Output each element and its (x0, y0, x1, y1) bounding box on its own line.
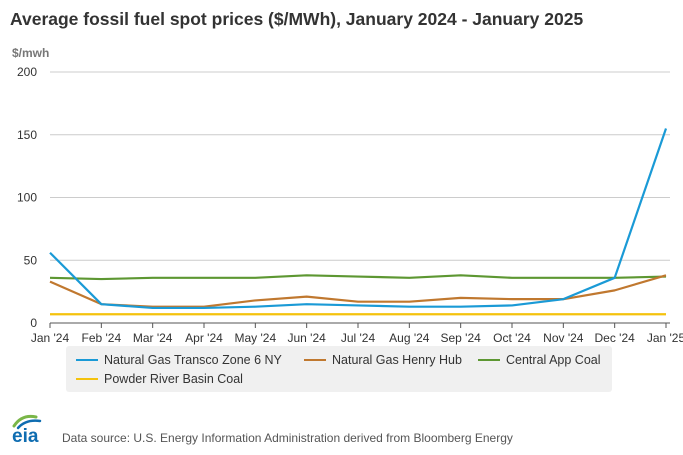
legend-swatch-central-app-coal (478, 359, 500, 361)
y-tick-label: 150 (17, 128, 37, 142)
legend-label-powder-river: Powder River Basin Coal (104, 372, 243, 386)
eia-logo-icon (12, 414, 42, 430)
axes: 0 50 100 150 200 Jan '24 Feb '24 Mar '24 Apr '24… (17, 65, 683, 345)
chart-title: Average fossil fuel spot prices ($/MWh),… (10, 9, 584, 29)
y-tick-label: 50 (24, 253, 38, 267)
x-tick-label: Jun '24 (288, 331, 327, 345)
x-tick-label: Oct '24 (493, 331, 531, 345)
series-line-central-app-coal (49, 274, 667, 281)
x-tick-label: May '24 (235, 331, 277, 345)
x-tick-label: Jul '24 (341, 331, 376, 345)
x-tick-label: Aug '24 (389, 331, 430, 345)
x-tick-label: Dec '24 (595, 331, 636, 345)
legend-swatch-powder-river (76, 378, 98, 380)
x-tick-label: Jan '25 (647, 331, 683, 345)
series-lines (49, 128, 668, 316)
legend-label-central-app-coal: Central App Coal (506, 353, 601, 367)
legend-item-central-app-coal: Central App Coal (478, 353, 601, 367)
x-tick-label: Apr '24 (185, 331, 223, 345)
y-axis-unit-label: $/mwh (12, 46, 50, 60)
legend-swatch-transco (76, 359, 98, 361)
y-tick-label: 0 (30, 316, 37, 330)
line-chart: 0 50 100 150 200 Jan '24 Feb '24 Mar '24 Apr '24… (17, 65, 683, 345)
legend-label-henry-hub: Natural Gas Henry Hub (332, 353, 462, 367)
legend-swatch-henry-hub (304, 359, 326, 361)
legend-label-transco: Natural Gas Transco Zone 6 NY (104, 353, 282, 367)
footer: eia Data source: U.S. Energy Information… (10, 412, 610, 452)
eia-logo-text: eia (12, 426, 39, 447)
x-tick-label: Nov '24 (543, 331, 584, 345)
data-source-note: Data source: U.S. Energy Information Adm… (62, 431, 513, 445)
gridlines (50, 71, 670, 324)
legend-item-powder-river: Powder River Basin Coal (76, 372, 243, 386)
x-tick-label: Sep '24 (441, 331, 482, 345)
y-tick-label: 100 (17, 191, 37, 205)
series-line-henry-hub (49, 274, 667, 308)
x-tick-label: Mar '24 (133, 331, 173, 345)
series-line-transco (49, 128, 668, 310)
legend-item-transco: Natural Gas Transco Zone 6 NY (76, 353, 282, 367)
legend-item-henry-hub: Natural Gas Henry Hub (304, 353, 462, 367)
y-tick-label: 200 (17, 65, 37, 79)
x-tick-label: Jan '24 (31, 331, 70, 345)
legend: Natural Gas Transco Zone 6 NY Natural Ga… (66, 346, 612, 392)
x-tick-label: Feb '24 (82, 331, 122, 345)
